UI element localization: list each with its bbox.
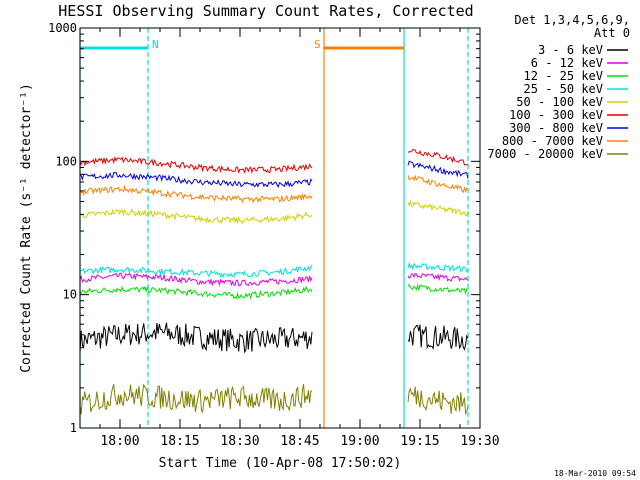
- series-line-1-seg-1: [407, 273, 469, 282]
- series-line-0-seg-1: [407, 324, 469, 351]
- series-line-3-seg-1: [407, 261, 469, 273]
- x-tick-label: 19:00: [340, 434, 379, 449]
- x-tick-label: 18:00: [100, 434, 139, 449]
- legend-label: 100 - 300 keV: [509, 108, 603, 122]
- x-tick-label: 18:30: [220, 434, 259, 449]
- y-tick-label: 1: [70, 421, 77, 435]
- legend-label: 800 - 7000 keV: [502, 134, 603, 148]
- legend-header-line-1: Det 1,3,4,5,6,9,: [514, 13, 630, 27]
- series-line-3-seg-0: [79, 264, 313, 279]
- legend-header-line-2: Att 0: [594, 26, 630, 40]
- legend-label: 300 - 800 keV: [509, 121, 603, 135]
- series-line-7-seg-0: [79, 184, 313, 204]
- x-tick-label: 19:30: [460, 434, 499, 449]
- series-line-5-seg-1: [407, 149, 468, 166]
- series-line-5-seg-0: [79, 156, 313, 175]
- legend-label: 25 - 50 keV: [524, 82, 603, 96]
- series-line-8-seg-1: [407, 386, 469, 416]
- legend-label: 12 - 25 keV: [524, 69, 603, 83]
- series-line-7-seg-1: [407, 174, 469, 194]
- y-tick-label: 1000: [48, 21, 77, 35]
- legend-label: 7000 - 20000 keV: [487, 147, 603, 161]
- marker-label-0: N: [152, 38, 159, 51]
- series-line-6-seg-0: [79, 171, 313, 189]
- legend-label: 3 - 6 keV: [538, 43, 603, 57]
- series-line-4-seg-0: [79, 208, 313, 225]
- x-tick-label: 18:15: [160, 434, 199, 449]
- x-tick-label: 19:15: [400, 434, 439, 449]
- chart-title: HESSI Observing Summary Count Rates, Cor…: [58, 2, 473, 20]
- y-axis-label: Corrected Count Rate (s⁻¹ detector⁻¹): [19, 83, 34, 373]
- legend-label: 6 - 12 keV: [531, 56, 603, 70]
- marker-label-1: S: [314, 38, 321, 51]
- series-line-2-seg-1: [407, 283, 469, 295]
- plot-frame: [79, 27, 481, 429]
- legend-label: 50 - 100 keV: [516, 95, 603, 109]
- footer-timestamp: 18-Mar-2010 09:54: [554, 469, 636, 478]
- y-tick-label: 100: [55, 154, 77, 168]
- series-line-8-seg-0: [79, 383, 313, 415]
- series-line-6-seg-1: [407, 160, 469, 179]
- x-tick-label: 18:45: [280, 434, 319, 449]
- series-line-0-seg-0: [79, 322, 313, 354]
- series-line-4-seg-1: [407, 199, 469, 217]
- y-tick-label: 10: [63, 288, 77, 302]
- series-line-1-seg-0: [79, 272, 313, 287]
- x-axis-label: Start Time (10-Apr-08 17:50:02): [159, 456, 402, 471]
- series-line-2-seg-0: [79, 285, 313, 300]
